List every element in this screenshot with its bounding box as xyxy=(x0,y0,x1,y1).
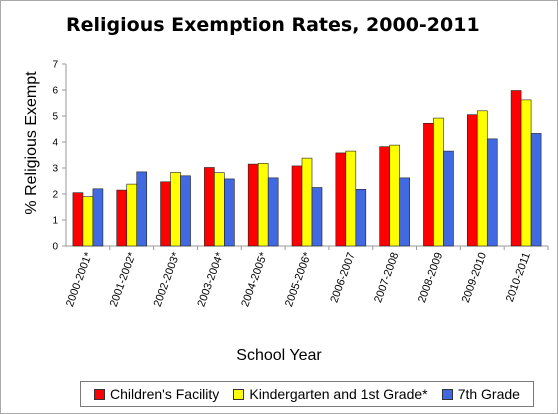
bar xyxy=(267,177,279,247)
bar xyxy=(301,157,313,247)
bar xyxy=(126,183,138,247)
bar xyxy=(520,99,532,247)
x-tick-label: 2003-2004* xyxy=(195,250,226,308)
bar xyxy=(291,165,303,247)
legend-label: Children's Facility xyxy=(110,386,220,402)
y-tick-label: 4 xyxy=(52,138,58,149)
bar xyxy=(379,146,390,247)
bar xyxy=(423,122,434,247)
chart-title: Religious Exemption Rates, 2000-2011 xyxy=(66,14,480,36)
y-tick-label: 5 xyxy=(52,112,58,123)
bar xyxy=(92,188,104,247)
y-tick-label: 6 xyxy=(52,86,58,97)
bar xyxy=(510,90,522,247)
bar xyxy=(257,163,269,247)
bar xyxy=(399,177,410,247)
x-tick-label: 2009-2010 xyxy=(460,251,489,305)
x-tick-label: 2010-2011 xyxy=(504,251,533,304)
bar xyxy=(72,192,84,247)
x-tick-label: 2006-2007 xyxy=(328,251,357,305)
legend-item: Kindergarten and 1st Grade* xyxy=(233,386,428,402)
bar xyxy=(389,144,400,247)
legend-label: Kindergarten and 1st Grade* xyxy=(249,386,428,402)
x-tick-label: 2008-2009 xyxy=(416,251,445,305)
bar xyxy=(160,181,171,247)
bar xyxy=(204,167,215,247)
legend-swatch xyxy=(441,388,453,400)
bar xyxy=(311,187,323,247)
bar xyxy=(355,189,367,247)
x-tick-label: 2001-2002* xyxy=(108,250,139,308)
y-tick-label: 0 xyxy=(52,242,58,253)
bar xyxy=(486,138,498,247)
bar xyxy=(82,196,94,247)
bar xyxy=(443,150,454,247)
legend-swatch xyxy=(233,388,245,400)
bar xyxy=(530,133,542,247)
bar xyxy=(224,178,235,247)
bar xyxy=(466,114,478,247)
y-tick-label: 3 xyxy=(52,164,58,175)
bar xyxy=(247,163,259,247)
bar xyxy=(180,175,191,247)
legend-swatch xyxy=(94,388,106,400)
bar xyxy=(116,189,128,247)
x-tick-label: 2000-2001* xyxy=(64,250,95,308)
bar xyxy=(345,150,357,247)
bar xyxy=(214,172,225,247)
legend-item: 7th Grade xyxy=(441,386,520,402)
y-tick-label: 7 xyxy=(52,60,58,71)
bar xyxy=(476,110,488,247)
x-axis-label: School Year xyxy=(236,347,322,364)
legend: Children's Facility Kindergarten and 1st… xyxy=(80,381,534,407)
bar xyxy=(170,172,181,247)
y-tick-label: 2 xyxy=(52,190,58,201)
x-tick-label: 2004-2005* xyxy=(239,250,270,308)
x-tick-label: 2002-2003* xyxy=(152,250,183,308)
bar xyxy=(433,117,444,247)
legend-label: 7th Grade xyxy=(457,386,520,402)
bar xyxy=(335,152,347,247)
y-tick-label: 1 xyxy=(52,216,58,227)
x-tick-label: 2007-2008 xyxy=(372,251,401,305)
x-tick-label: 2005-2006* xyxy=(283,250,314,308)
bar xyxy=(136,171,148,247)
legend-item: Children's Facility xyxy=(94,386,219,402)
